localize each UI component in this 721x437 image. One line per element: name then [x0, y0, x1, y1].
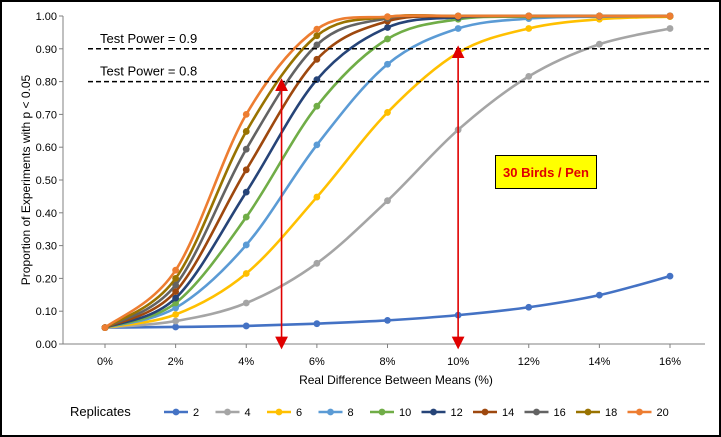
- data-point-18: [313, 32, 321, 40]
- x-axis-title: Real Difference Between Means (%): [299, 373, 493, 387]
- data-point-4: [525, 72, 533, 80]
- y-tick-label: 0.80: [36, 77, 57, 89]
- legend-marker-4: [224, 408, 231, 416]
- legend-label-14: 14: [502, 407, 514, 419]
- x-tick-label: 8%: [380, 356, 396, 368]
- data-point-16: [172, 281, 180, 289]
- data-point-20: [101, 324, 109, 331]
- data-point-2: [666, 272, 674, 280]
- data-point-20: [666, 12, 674, 20]
- data-point-14: [242, 166, 250, 174]
- legend-label-16: 16: [554, 407, 566, 419]
- y-tick-label: 0.00: [36, 339, 57, 351]
- data-point-2: [525, 303, 533, 311]
- data-point-10: [384, 35, 391, 43]
- legend-marker-6: [275, 408, 283, 416]
- legend-marker-18: [584, 408, 592, 416]
- series-line-6: [104, 15, 671, 329]
- y-tick-label: 0.20: [36, 273, 57, 285]
- x-tick-label: 16%: [659, 356, 681, 368]
- x-tick-label: 14%: [588, 356, 610, 368]
- annotation-box: 30 Birds / Pen: [495, 155, 597, 189]
- y-tick-label: 0.60: [36, 142, 57, 154]
- data-point-12: [384, 24, 391, 31]
- x-tick-label: 10%: [447, 356, 469, 368]
- legend-marker-14: [481, 408, 489, 416]
- x-tick-label: 0%: [97, 356, 113, 368]
- data-point-6: [242, 270, 250, 277]
- y-tick-label: 0.70: [36, 109, 57, 121]
- y-tick-label: 1.00: [36, 11, 57, 23]
- data-point-20: [384, 13, 391, 21]
- y-axis-title: Proportion of Experiments with p < 0.05: [19, 74, 33, 285]
- data-point-4: [313, 259, 321, 267]
- data-point-18: [172, 275, 180, 282]
- data-point-2: [595, 291, 603, 299]
- x-tick-label: 12%: [518, 356, 540, 368]
- data-point-20: [242, 111, 250, 118]
- y-tick-label: 0.30: [36, 241, 57, 253]
- legend-label-2: 2: [193, 407, 199, 419]
- y-tick-label: 0.50: [36, 175, 57, 187]
- x-tick-label: 2%: [168, 356, 184, 368]
- legend-label-12: 12: [451, 407, 463, 419]
- legend-label-8: 8: [348, 407, 354, 419]
- data-point-2: [384, 316, 391, 324]
- data-point-8: [172, 304, 180, 312]
- y-tick-label: 0.40: [36, 208, 57, 220]
- legend-marker-16: [533, 408, 540, 416]
- data-point-6: [172, 311, 180, 318]
- legend-marker-10: [378, 408, 386, 416]
- data-point-6: [313, 193, 321, 201]
- legend-marker-2: [172, 408, 180, 416]
- data-point-4: [242, 299, 250, 307]
- data-point-12: [242, 188, 250, 196]
- legend-marker-8: [327, 408, 334, 416]
- y-tick-label: 0.10: [36, 306, 57, 318]
- legend-title: Replicates: [70, 404, 131, 419]
- data-point-10: [242, 213, 250, 221]
- x-tick-label: 6%: [309, 356, 325, 368]
- data-point-12: [172, 294, 180, 302]
- data-point-2: [313, 320, 321, 328]
- data-point-18: [242, 128, 250, 135]
- data-point-16: [313, 41, 321, 49]
- legend-label-6: 6: [296, 407, 302, 419]
- data-point-20: [172, 266, 180, 274]
- data-point-4: [595, 40, 603, 48]
- legend-label-10: 10: [399, 407, 411, 419]
- x-tick-label: 4%: [238, 356, 254, 368]
- legend-marker-20: [636, 408, 643, 416]
- data-point-6: [525, 25, 533, 32]
- data-point-4: [666, 25, 674, 32]
- data-point-20: [313, 25, 321, 33]
- power-reference-label: Test Power = 0.9: [100, 31, 197, 46]
- data-point-2: [242, 322, 250, 330]
- data-point-14: [313, 55, 321, 63]
- legend-marker-12: [430, 408, 437, 416]
- legend-label-4: 4: [245, 407, 251, 419]
- legend-label-20: 20: [657, 407, 669, 419]
- power-reference-label: Test Power = 0.8: [100, 64, 197, 79]
- data-point-8: [313, 141, 321, 149]
- y-tick-label: 0.90: [36, 44, 57, 56]
- data-point-4: [172, 317, 180, 325]
- data-point-20: [525, 12, 533, 20]
- data-point-2: [172, 323, 180, 331]
- data-point-16: [242, 145, 250, 153]
- data-point-20: [595, 12, 603, 20]
- data-point-8: [454, 25, 462, 32]
- series-line-20: [104, 14, 670, 329]
- data-point-10: [313, 102, 321, 110]
- data-point-20: [454, 12, 462, 20]
- data-point-14: [172, 288, 180, 295]
- legend-label-18: 18: [605, 407, 617, 419]
- data-point-8: [242, 241, 250, 249]
- data-point-8: [384, 60, 391, 68]
- data-point-4: [384, 197, 391, 205]
- data-point-6: [384, 109, 391, 116]
